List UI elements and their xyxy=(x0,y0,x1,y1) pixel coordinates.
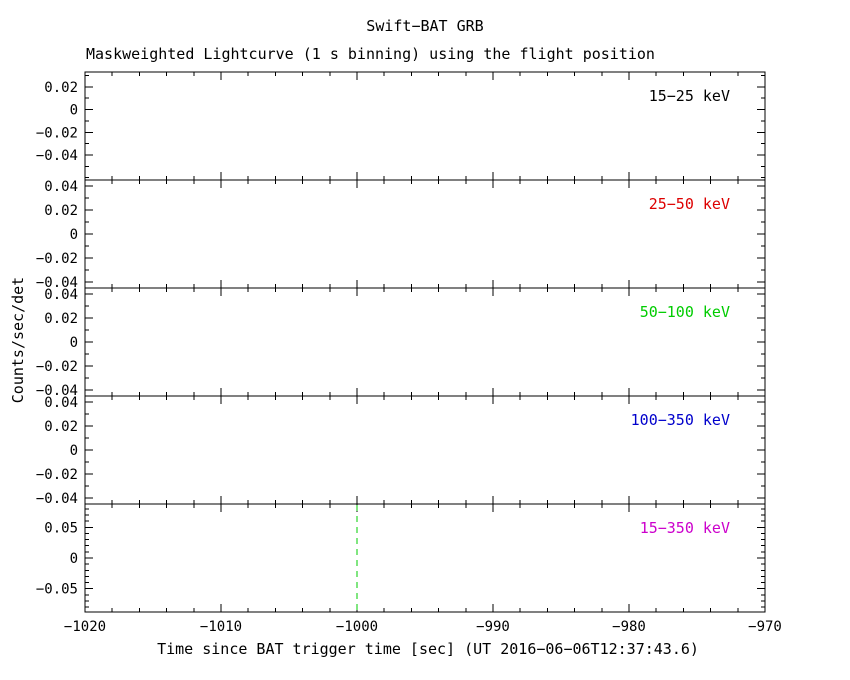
y-tick-label: 0.02 xyxy=(44,203,78,219)
band-label: 100−350 keV xyxy=(631,411,730,429)
x-tick-label: −990 xyxy=(476,619,510,635)
chart-subtitle: Maskweighted Lightcurve (1 s binning) us… xyxy=(86,45,655,63)
y-tick-label: 0 xyxy=(70,227,78,243)
x-tick-label: −1010 xyxy=(200,619,242,635)
band-label: 15−350 keV xyxy=(640,519,730,537)
y-tick-label: 0.02 xyxy=(44,419,78,435)
y-tick-label: −0.02 xyxy=(36,125,78,141)
y-tick-label: −0.05 xyxy=(36,582,78,598)
y-tick-label: 0.02 xyxy=(44,311,78,327)
y-tick-label: 0.04 xyxy=(44,287,78,303)
y-tick-label: −0.04 xyxy=(36,148,78,164)
chart-title: Swift−BAT GRB xyxy=(366,17,484,35)
x-tick-label: −1000 xyxy=(336,619,378,635)
x-tick-label: −980 xyxy=(612,619,646,635)
band-label: 15−25 keV xyxy=(649,87,730,105)
y-tick-label: −0.04 xyxy=(36,491,78,507)
y-tick-label: −0.04 xyxy=(36,275,78,291)
y-tick-label: 0 xyxy=(70,551,78,567)
x-tick-label: −1020 xyxy=(64,619,106,635)
band-label: 25−50 keV xyxy=(649,195,730,213)
y-tick-label: −0.04 xyxy=(36,383,78,399)
y-tick-label: 0.04 xyxy=(44,395,78,411)
band-label: 50−100 keV xyxy=(640,303,730,321)
y-tick-label: 0 xyxy=(70,443,78,459)
x-tick-label: −970 xyxy=(748,619,782,635)
y-tick-label: 0.02 xyxy=(44,80,78,96)
y-tick-label: 0.05 xyxy=(44,520,78,536)
y-tick-label: −0.02 xyxy=(36,251,78,267)
y-tick-label: −0.02 xyxy=(36,359,78,375)
y-tick-label: 0 xyxy=(70,335,78,351)
x-axis-label: Time since BAT trigger time [sec] (UT 20… xyxy=(157,640,699,658)
y-tick-label: −0.02 xyxy=(36,467,78,483)
y-tick-label: 0 xyxy=(70,103,78,119)
y-tick-label: 0.04 xyxy=(44,179,78,195)
